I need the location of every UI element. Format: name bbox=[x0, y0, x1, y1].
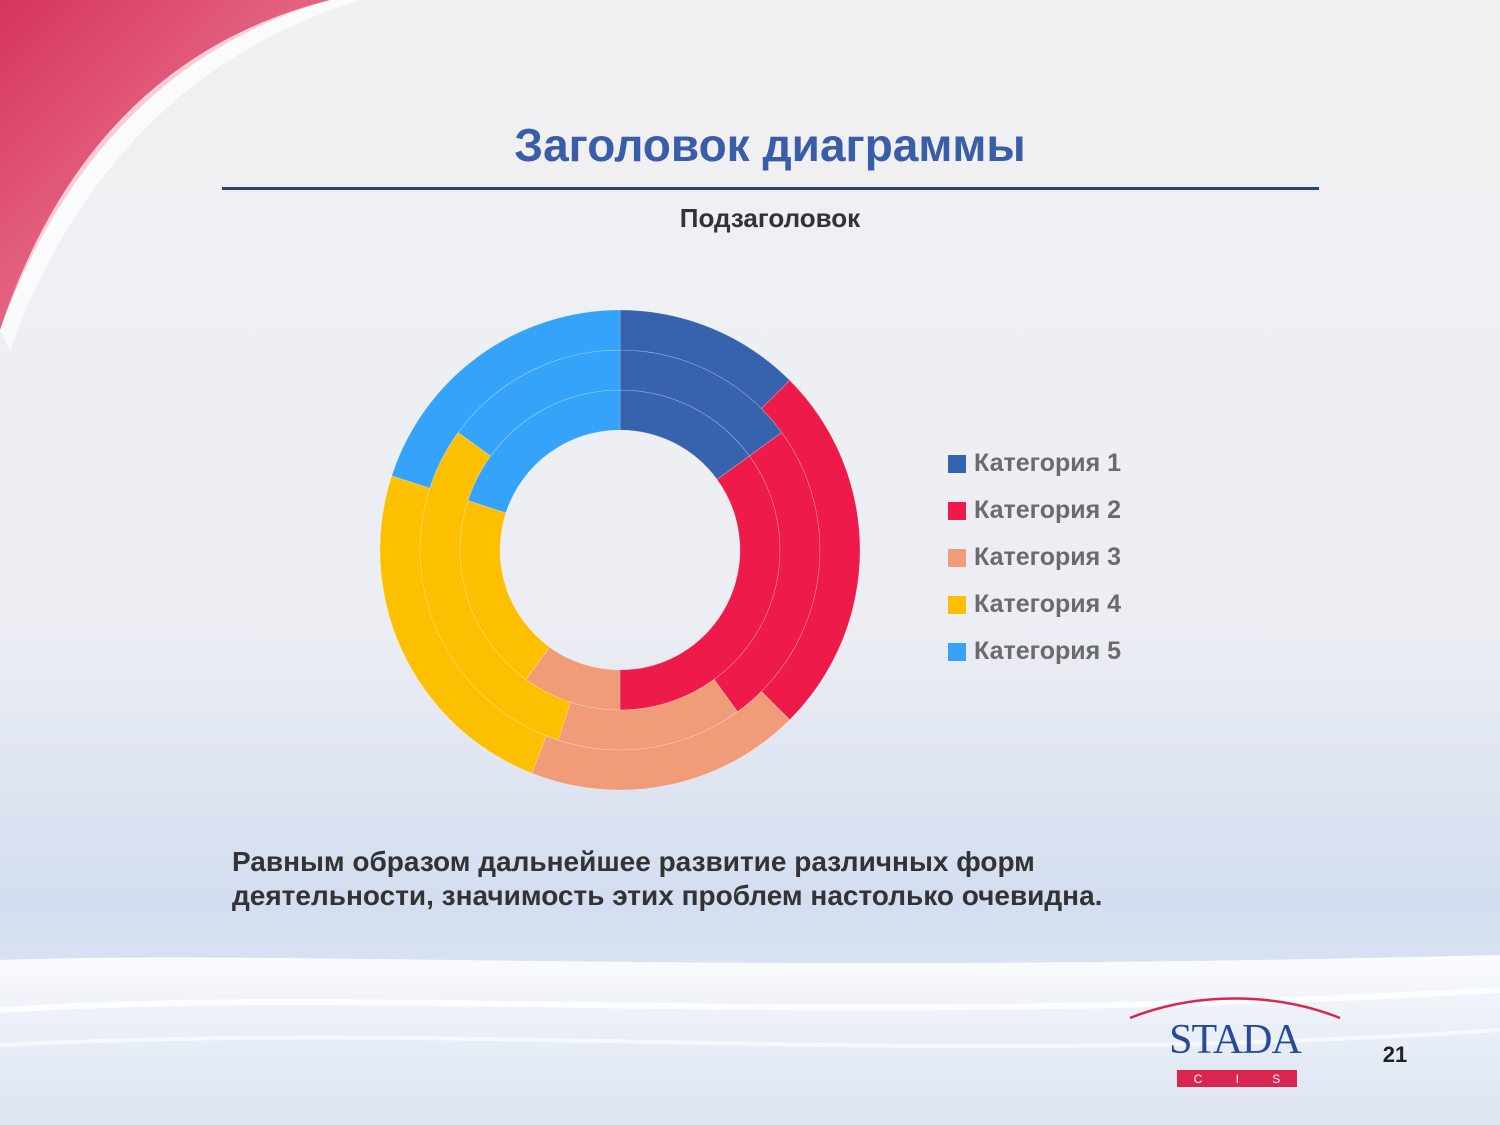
legend-label: Категория 4 bbox=[974, 590, 1122, 618]
logo-wordmark: STADA bbox=[1169, 1017, 1302, 1063]
legend-swatch bbox=[948, 454, 966, 473]
doughnut-segment bbox=[467, 389, 621, 514]
logo-letter: I bbox=[1235, 1071, 1239, 1086]
legend-item: Категория 4 bbox=[948, 581, 1121, 628]
logo-cis-bar: C I S bbox=[1177, 1070, 1297, 1087]
stada-cis-logo: STADA C I S bbox=[1125, 990, 1345, 1090]
logo-letter: C bbox=[1193, 1071, 1203, 1086]
legend-swatch bbox=[948, 548, 966, 567]
legend-label: Категория 1 bbox=[974, 449, 1122, 477]
doughnut-segment bbox=[391, 309, 621, 489]
doughnut-segment bbox=[713, 432, 821, 713]
legend-item: Категория 3 bbox=[948, 534, 1121, 581]
legend-label: Категория 5 bbox=[974, 637, 1122, 665]
logo-arc bbox=[1129, 997, 1341, 1020]
doughnut-segment bbox=[457, 349, 621, 457]
logo-letter: S bbox=[1272, 1071, 1281, 1086]
slide-title: Заголовок диаграммы bbox=[514, 119, 1026, 171]
doughnut-segment bbox=[525, 646, 621, 711]
title-divider bbox=[222, 187, 1319, 190]
legend-label: Категория 3 bbox=[974, 543, 1122, 571]
legend-item: Категория 2 bbox=[948, 487, 1121, 534]
legend-label: Категория 2 bbox=[974, 496, 1122, 524]
chart-title: Подзаголовок bbox=[679, 203, 861, 233]
doughnut-chart bbox=[379, 309, 861, 791]
chart-legend: Категория 1 Категория 2 Категория 3 Категор… bbox=[948, 440, 1121, 675]
legend-swatch bbox=[948, 642, 966, 661]
slide-body-text: Равным образом дальнейшее развитие разли… bbox=[232, 846, 1103, 911]
doughnut-segment bbox=[760, 379, 861, 721]
legend-item: Категория 5 bbox=[948, 628, 1121, 675]
doughnut-segment bbox=[619, 349, 783, 457]
doughnut-segment bbox=[557, 679, 738, 751]
legend-swatch bbox=[948, 595, 966, 614]
page-number: 21 bbox=[1382, 1042, 1408, 1067]
doughnut-segment bbox=[619, 455, 781, 711]
legend-swatch bbox=[948, 501, 966, 520]
doughnut-segment bbox=[379, 475, 547, 774]
legend-item: Категория 1 bbox=[948, 440, 1121, 487]
